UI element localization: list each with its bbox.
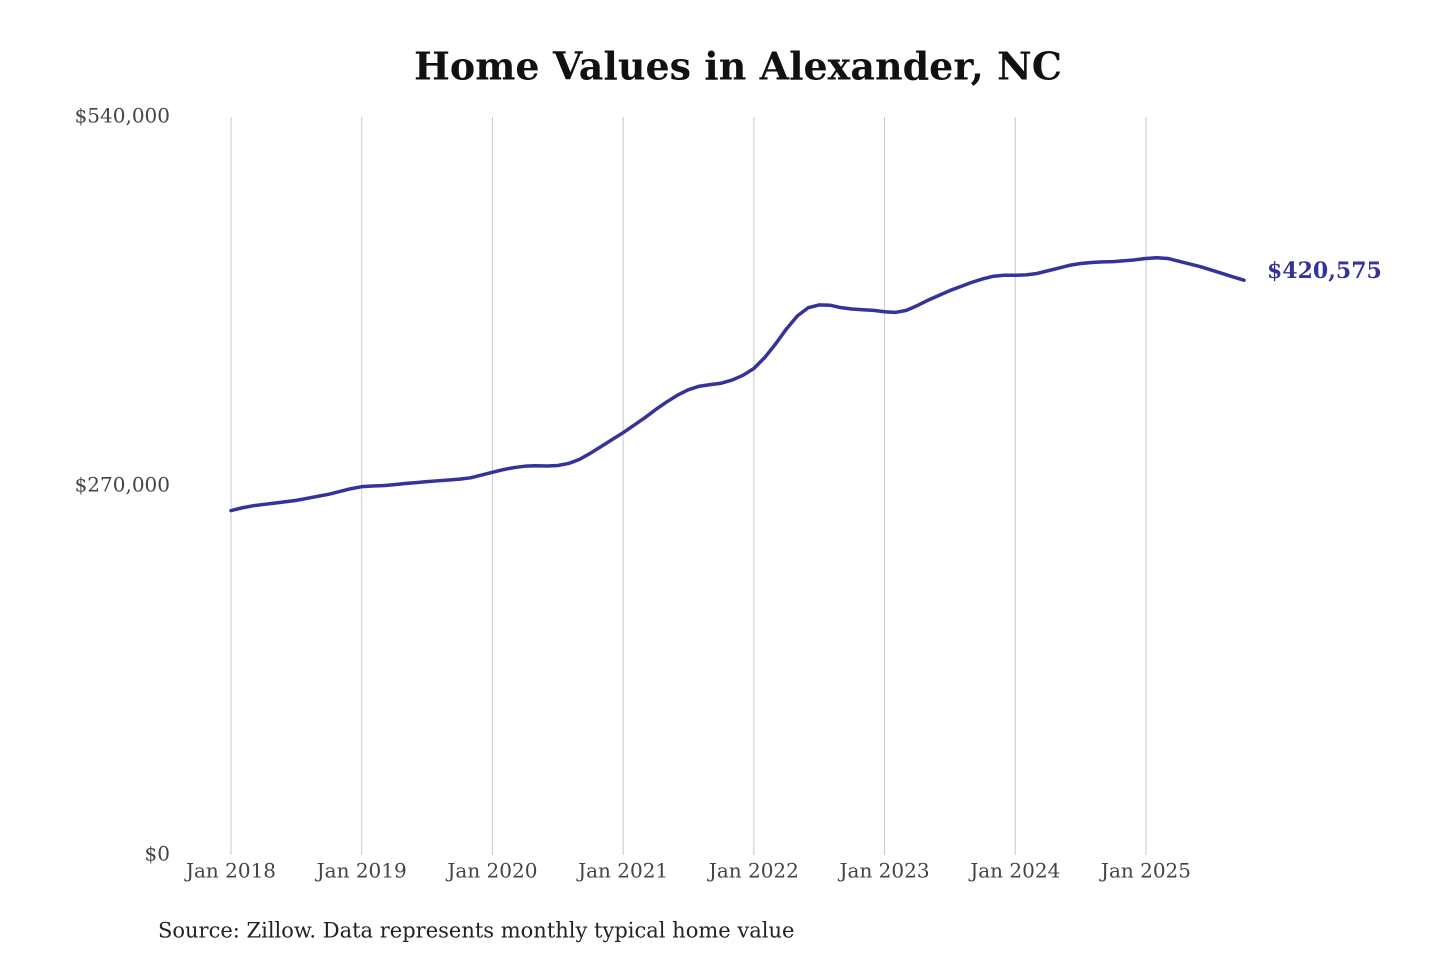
source-note: Source: Zillow. Data represents monthly … (158, 919, 794, 943)
x-tick-label: Jan 2019 (315, 859, 407, 883)
x-tick-label: Jan 2024 (968, 859, 1060, 883)
x-tick-label: Jan 2018 (184, 859, 276, 883)
y-tick-label: $540,000 (75, 104, 170, 128)
x-tick-label: Jan 2020 (445, 859, 537, 883)
y-tick-label: $270,000 (75, 473, 170, 497)
line (229, 256, 1246, 513)
end-value-label: $420,575 (1267, 258, 1382, 284)
x-tick-label: Jan 2021 (576, 859, 668, 883)
x-tick-label: Jan 2023 (838, 859, 930, 883)
chart-title: Home Values in Alexander, NC (414, 44, 1062, 89)
x-tick-label: Jan 2025 (1099, 859, 1191, 883)
y-tick-label: $0 (145, 842, 170, 866)
x-tick-label: Jan 2022 (707, 859, 799, 883)
